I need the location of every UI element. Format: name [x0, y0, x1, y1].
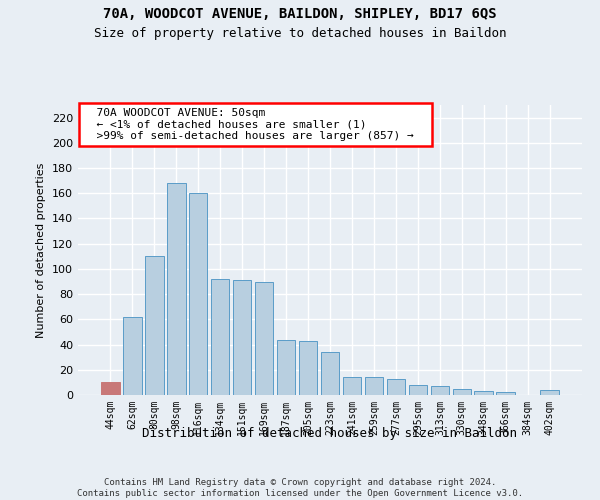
Bar	[431, 386, 449, 395]
Text: Size of property relative to detached houses in Baildon: Size of property relative to detached ho…	[94, 28, 506, 40]
Bar	[386, 378, 405, 395]
Bar	[409, 385, 427, 395]
Bar	[496, 392, 515, 395]
Bar	[365, 378, 383, 395]
Bar	[189, 194, 208, 395]
Text: 70A WOODCOT AVENUE: 50sqm  
  ← <1% of detached houses are smaller (1)  
  >99% : 70A WOODCOT AVENUE: 50sqm ← <1% of detac…	[83, 108, 427, 141]
Bar	[255, 282, 274, 395]
Bar	[475, 391, 493, 395]
Bar	[277, 340, 295, 395]
Bar	[101, 382, 119, 395]
Bar	[320, 352, 340, 395]
Bar	[145, 256, 164, 395]
Bar	[167, 183, 185, 395]
Bar	[452, 388, 471, 395]
Bar	[299, 341, 317, 395]
Text: Contains HM Land Registry data © Crown copyright and database right 2024.
Contai: Contains HM Land Registry data © Crown c…	[77, 478, 523, 498]
Text: 70A, WOODCOT AVENUE, BAILDON, SHIPLEY, BD17 6QS: 70A, WOODCOT AVENUE, BAILDON, SHIPLEY, B…	[103, 8, 497, 22]
Bar	[541, 390, 559, 395]
Bar	[233, 280, 251, 395]
Bar	[343, 378, 361, 395]
Y-axis label: Number of detached properties: Number of detached properties	[37, 162, 46, 338]
Bar	[123, 317, 142, 395]
Text: Distribution of detached houses by size in Baildon: Distribution of detached houses by size …	[143, 428, 517, 440]
Bar	[211, 279, 229, 395]
